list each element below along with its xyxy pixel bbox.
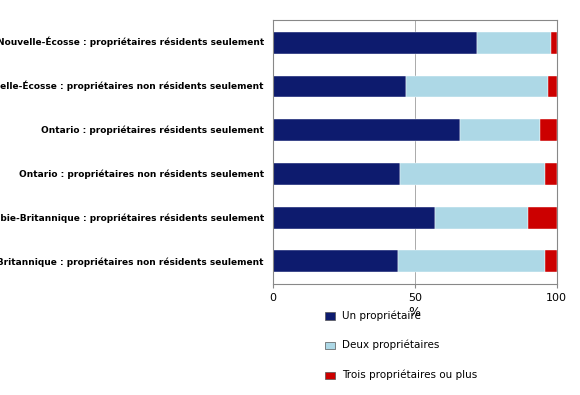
Text: Ontario : propriétaires non résidents seulement: Ontario : propriétaires non résidents se… (19, 169, 264, 179)
Bar (273, 119, 460, 141)
Bar (540, 119, 557, 141)
Text: Nouvelle-Écosse : propriétaires résidents seulement: Nouvelle-Écosse : propriétaires résident… (0, 37, 264, 47)
Bar (545, 163, 557, 185)
Text: Ontario : propriétaires résidents seulement: Ontario : propriétaires résidents seulem… (41, 125, 264, 135)
Bar (406, 75, 548, 98)
Text: Nouvelle-Écosse : propriétaires non résidents seulement: Nouvelle-Écosse : propriétaires non rési… (0, 81, 264, 91)
Bar (273, 163, 400, 185)
Text: Trois propriétaires ou plus: Trois propriétaires ou plus (342, 370, 477, 380)
Bar (545, 250, 557, 273)
Bar (273, 250, 398, 273)
Bar (273, 75, 406, 98)
Bar (273, 207, 434, 229)
Bar (398, 250, 545, 273)
Bar (528, 207, 557, 229)
Bar (477, 32, 551, 54)
Text: Un propriétaire: Un propriétaire (342, 310, 421, 321)
X-axis label: %: % (409, 306, 420, 319)
Text: Deux propriétaires: Deux propriétaires (342, 340, 440, 350)
Text: Colombie-Britannique : propriétaires résidents seulement: Colombie-Britannique : propriétaires rés… (0, 213, 264, 223)
Bar (551, 32, 557, 54)
Bar (548, 75, 557, 98)
Bar (400, 163, 545, 185)
Bar (460, 119, 540, 141)
Bar (273, 32, 477, 54)
Bar (434, 207, 528, 229)
Text: Colombie-Britannique : propriétaires non résidents seulement: Colombie-Britannique : propriétaires non… (0, 258, 264, 267)
